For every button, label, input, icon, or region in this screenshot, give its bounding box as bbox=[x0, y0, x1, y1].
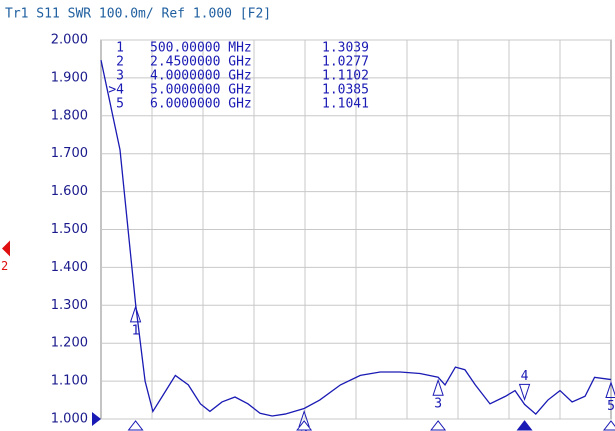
marker-axis-symbol bbox=[602, 420, 615, 431]
marker-table-value: 1.1041 bbox=[322, 97, 369, 112]
y-tick-label: 1.500 bbox=[51, 222, 88, 237]
marker-table-id: >4 bbox=[108, 83, 124, 98]
trace bbox=[100, 59, 612, 417]
marker-table-frequency: 6.0000000 GHz bbox=[150, 97, 252, 112]
marker-table-id: 2 bbox=[116, 55, 124, 70]
marker-symbol bbox=[129, 305, 142, 323]
marker-table-value: 1.3039 bbox=[322, 41, 369, 56]
y-tick-label: 1.100 bbox=[51, 374, 88, 389]
y-tick-label: 1.200 bbox=[51, 336, 88, 351]
marker-table-value: 1.0277 bbox=[322, 55, 369, 70]
marker-table-frequency: 4.0000000 GHz bbox=[150, 69, 252, 84]
reference-marker bbox=[2, 240, 10, 257]
marker-table-id: 3 bbox=[116, 69, 124, 84]
y-tick-label: 1.900 bbox=[51, 70, 88, 85]
marker-table-frequency: 5.0000000 GHz bbox=[150, 83, 252, 98]
marker-table-frequency: 2.4500000 GHz bbox=[150, 55, 252, 70]
marker-symbol bbox=[605, 380, 615, 399]
y-tick-label: 1.400 bbox=[51, 260, 88, 275]
reference-level-arrow bbox=[92, 412, 101, 426]
marker-table-frequency: 500.00000 MHz bbox=[150, 41, 252, 56]
y-tick-label: 1.700 bbox=[51, 146, 88, 161]
marker-axis-symbol bbox=[516, 420, 533, 431]
marker-label: 3 bbox=[434, 397, 442, 412]
marker-label: 5 bbox=[607, 399, 615, 414]
y-tick-label: 1.000 bbox=[51, 412, 88, 427]
y-tick-label: 2.000 bbox=[51, 33, 88, 48]
marker-axis-symbol bbox=[296, 420, 313, 431]
y-tick-label: 1.800 bbox=[51, 108, 88, 123]
chart-title: Tr1 S11 SWR 100.0m/ Ref 1.000 [F2] bbox=[5, 7, 271, 22]
marker-symbol bbox=[432, 378, 444, 396]
marker-symbol bbox=[518, 383, 531, 401]
marker-table-id: 1 bbox=[116, 41, 124, 56]
marker-table-value: 1.1102 bbox=[322, 69, 369, 84]
y-tick-label: 1.300 bbox=[51, 298, 88, 313]
y-tick-label: 1.600 bbox=[51, 184, 88, 199]
marker-label: 4 bbox=[521, 369, 529, 384]
reference-marker-label: 2 bbox=[1, 259, 8, 273]
marker-table-id: 5 bbox=[116, 97, 124, 112]
marker-axis-symbol bbox=[430, 420, 447, 431]
marker-table-value: 1.0385 bbox=[322, 83, 369, 98]
marker-axis-symbol bbox=[127, 420, 144, 431]
marker-label: 1 bbox=[132, 323, 140, 338]
